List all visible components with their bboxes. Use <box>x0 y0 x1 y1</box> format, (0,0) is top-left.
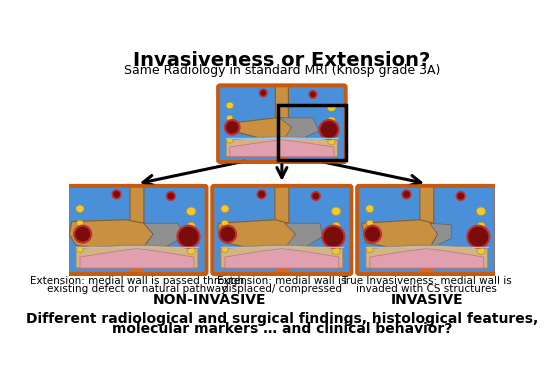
Circle shape <box>167 192 175 200</box>
FancyBboxPatch shape <box>218 85 346 163</box>
Circle shape <box>456 192 465 200</box>
Polygon shape <box>220 87 276 160</box>
Ellipse shape <box>366 247 373 252</box>
Circle shape <box>178 226 200 248</box>
Ellipse shape <box>76 220 84 226</box>
Ellipse shape <box>76 247 84 252</box>
Polygon shape <box>214 187 275 272</box>
Circle shape <box>402 190 411 199</box>
Polygon shape <box>226 118 292 142</box>
Ellipse shape <box>328 128 335 134</box>
Text: existing defect or natural pathway: existing defect or natural pathway <box>47 284 227 294</box>
Bar <box>278 105 346 160</box>
Ellipse shape <box>227 138 233 143</box>
Polygon shape <box>366 245 488 268</box>
Polygon shape <box>279 118 319 142</box>
Ellipse shape <box>332 248 340 254</box>
Polygon shape <box>225 249 339 268</box>
Circle shape <box>309 91 317 98</box>
Polygon shape <box>69 220 153 254</box>
Polygon shape <box>359 187 494 221</box>
Text: Same Radiology in standard MRI (Knosp grade 3A): Same Radiology in standard MRI (Knosp gr… <box>124 65 440 77</box>
Circle shape <box>74 226 91 243</box>
Polygon shape <box>288 87 344 160</box>
Ellipse shape <box>332 207 341 216</box>
Ellipse shape <box>187 235 195 242</box>
Circle shape <box>311 192 320 200</box>
Circle shape <box>219 226 236 243</box>
Circle shape <box>260 89 267 96</box>
Text: Invasiveness or Extension?: Invasiveness or Extension? <box>133 51 431 70</box>
Text: Different radiological and surgical findings, histological features,: Different radiological and surgical find… <box>26 312 538 326</box>
Polygon shape <box>362 220 438 254</box>
Ellipse shape <box>332 235 340 242</box>
Polygon shape <box>230 140 334 157</box>
Ellipse shape <box>332 223 340 229</box>
FancyBboxPatch shape <box>67 185 207 275</box>
Text: invaded with CS structures: invaded with CS structures <box>356 284 497 294</box>
Polygon shape <box>289 187 350 272</box>
Text: True Invasiveness: medial wall is: True Invasiveness: medial wall is <box>342 276 512 286</box>
FancyBboxPatch shape <box>276 86 288 121</box>
FancyBboxPatch shape <box>130 186 144 227</box>
Ellipse shape <box>328 117 335 123</box>
Text: NON-INVASIVE: NON-INVASIVE <box>152 293 266 307</box>
Ellipse shape <box>187 248 195 254</box>
Polygon shape <box>76 245 198 268</box>
Circle shape <box>257 190 266 199</box>
Ellipse shape <box>226 102 234 109</box>
Ellipse shape <box>327 104 336 111</box>
Ellipse shape <box>186 207 196 216</box>
Polygon shape <box>144 187 205 272</box>
Ellipse shape <box>222 234 228 240</box>
Ellipse shape <box>366 205 374 212</box>
Text: molecular markers … and clinical behavior?: molecular markers … and clinical behavio… <box>112 322 452 336</box>
Ellipse shape <box>366 220 373 226</box>
Ellipse shape <box>366 234 373 240</box>
Polygon shape <box>80 249 194 268</box>
Polygon shape <box>359 187 420 272</box>
Ellipse shape <box>477 248 485 254</box>
Ellipse shape <box>222 220 228 226</box>
Polygon shape <box>144 223 184 251</box>
Ellipse shape <box>76 205 84 212</box>
FancyBboxPatch shape <box>212 185 352 275</box>
Ellipse shape <box>227 127 233 132</box>
Polygon shape <box>220 87 344 116</box>
Polygon shape <box>370 249 484 268</box>
Ellipse shape <box>227 115 233 120</box>
Text: Extension: medial wall is: Extension: medial wall is <box>217 276 346 286</box>
Circle shape <box>320 120 339 139</box>
Polygon shape <box>433 187 494 272</box>
Text: displaced/ compressed: displaced/ compressed <box>222 284 342 294</box>
Ellipse shape <box>187 223 195 229</box>
Polygon shape <box>430 223 451 249</box>
Polygon shape <box>284 223 322 251</box>
Text: Extension: medial wall is passed through: Extension: medial wall is passed through <box>30 276 244 286</box>
Text: INVASIVE: INVASIVE <box>390 293 463 307</box>
Polygon shape <box>221 245 343 268</box>
Ellipse shape <box>76 234 84 240</box>
Polygon shape <box>69 187 130 272</box>
Circle shape <box>468 226 490 248</box>
FancyBboxPatch shape <box>275 186 289 227</box>
Polygon shape <box>226 137 338 157</box>
Circle shape <box>364 226 381 243</box>
Circle shape <box>225 120 240 135</box>
Polygon shape <box>218 220 295 254</box>
Ellipse shape <box>477 235 485 242</box>
Ellipse shape <box>477 223 485 229</box>
FancyBboxPatch shape <box>356 185 497 275</box>
Ellipse shape <box>476 207 486 216</box>
FancyBboxPatch shape <box>420 186 434 227</box>
Circle shape <box>322 226 344 248</box>
Ellipse shape <box>328 139 335 145</box>
Ellipse shape <box>222 247 228 252</box>
Ellipse shape <box>221 205 229 212</box>
Polygon shape <box>69 187 205 221</box>
Polygon shape <box>214 187 350 221</box>
Circle shape <box>112 190 121 199</box>
